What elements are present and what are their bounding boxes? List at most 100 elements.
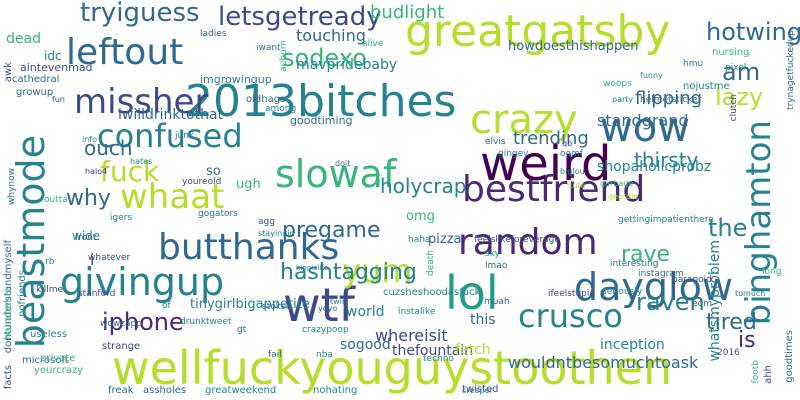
word: i	[90, 250, 95, 269]
word: youreold	[182, 177, 222, 187]
word: weird	[480, 136, 612, 192]
word: rb	[45, 257, 55, 267]
word: iphone	[102, 308, 184, 336]
word: idc	[44, 49, 62, 63]
word: greatgatsby	[405, 6, 671, 57]
word: tryiguess	[80, 0, 200, 28]
word: front	[75, 233, 97, 243]
word: pizza	[428, 232, 462, 247]
word: letsgetready	[218, 2, 382, 32]
word: ifeelstupid	[548, 289, 596, 299]
word: crusco	[518, 297, 623, 335]
word: stanford	[78, 289, 116, 299]
word: wellfuckyouguystoothen	[112, 341, 673, 395]
word: microsoft	[22, 355, 69, 366]
word: flipping	[635, 88, 703, 109]
word: goodtimes	[784, 330, 795, 383]
word: nursing	[712, 47, 750, 58]
word: clutch	[729, 94, 739, 122]
word: am	[722, 58, 761, 86]
word: awk	[3, 62, 14, 83]
word: techno	[423, 354, 454, 364]
word: this	[470, 312, 496, 328]
word: stoked	[262, 302, 292, 312]
word: ahh	[763, 365, 774, 384]
word: halo4	[85, 167, 108, 176]
word: geordie	[608, 192, 639, 201]
word: death	[426, 250, 436, 276]
word: touching	[296, 26, 366, 45]
word: paranoid	[672, 275, 712, 285]
word: standgrand	[597, 111, 689, 130]
word: fuck	[100, 155, 160, 188]
word: whereisit	[375, 326, 448, 345]
word: of	[162, 301, 171, 311]
word: lmao	[485, 261, 508, 271]
word: twin	[330, 297, 347, 306]
word: wtf	[283, 278, 355, 332]
word: doit	[335, 159, 351, 168]
word: alive	[362, 39, 384, 49]
word: outta	[44, 195, 68, 205]
word: lol	[445, 266, 499, 320]
word: garbage	[600, 179, 634, 188]
word: mavpridebaby	[296, 57, 398, 73]
word: muah	[484, 297, 510, 307]
word: random	[458, 222, 598, 263]
word: among	[265, 104, 297, 114]
word: wide	[72, 229, 101, 243]
word: gingey	[498, 149, 529, 159]
word: confused	[97, 117, 243, 155]
word: 2016	[717, 348, 740, 358]
word: butthanks	[158, 227, 340, 268]
word: stayingin	[258, 229, 295, 238]
word: yum	[342, 252, 413, 290]
word: tired	[706, 310, 757, 335]
word: assholes	[143, 385, 187, 396]
word: haha	[408, 235, 431, 245]
word: nba	[316, 350, 333, 360]
word: trynagetfuckedup	[786, 30, 796, 110]
word: cathedral	[12, 74, 60, 85]
word: crazy	[470, 97, 578, 143]
word: biglou	[560, 167, 585, 176]
word: why	[66, 186, 111, 211]
word: gettingimpatienthere	[618, 215, 714, 225]
word: dead	[6, 31, 41, 47]
word: hippielife	[296, 264, 329, 272]
word: agg	[258, 217, 275, 227]
word: junk	[175, 131, 195, 141]
word: qb	[562, 139, 573, 148]
word: long	[762, 267, 782, 277]
word: world	[346, 304, 385, 320]
word: the	[708, 214, 748, 242]
word: hmu	[683, 59, 704, 69]
word: lazy	[715, 83, 764, 111]
word: nojustme	[683, 81, 730, 92]
word: info	[82, 135, 98, 144]
word: tomuch	[735, 289, 766, 298]
word: budlight	[370, 2, 445, 23]
word: funny	[640, 71, 663, 80]
word: hashtagging	[280, 260, 417, 285]
word: yourcrazy	[34, 365, 84, 376]
word: nohating	[313, 385, 358, 396]
word: wouldntbesomuchtoask	[508, 353, 699, 372]
word: twisted	[462, 384, 499, 395]
word: feelslikeforeverago	[474, 235, 560, 245]
word: aintevenmad	[20, 61, 93, 74]
word: strange	[102, 341, 141, 352]
word: so	[206, 164, 221, 179]
word: howdoesthishappen	[508, 39, 639, 54]
word: ugh	[236, 177, 261, 192]
word: ladies	[200, 29, 227, 39]
word: freak	[108, 385, 134, 396]
word: oldhags	[246, 94, 286, 105]
word: oomf	[560, 149, 583, 159]
word: goodtiming	[290, 114, 353, 127]
word: facts	[3, 365, 14, 390]
word: iwilldrinktothat	[118, 107, 224, 123]
word: wow	[600, 105, 690, 151]
